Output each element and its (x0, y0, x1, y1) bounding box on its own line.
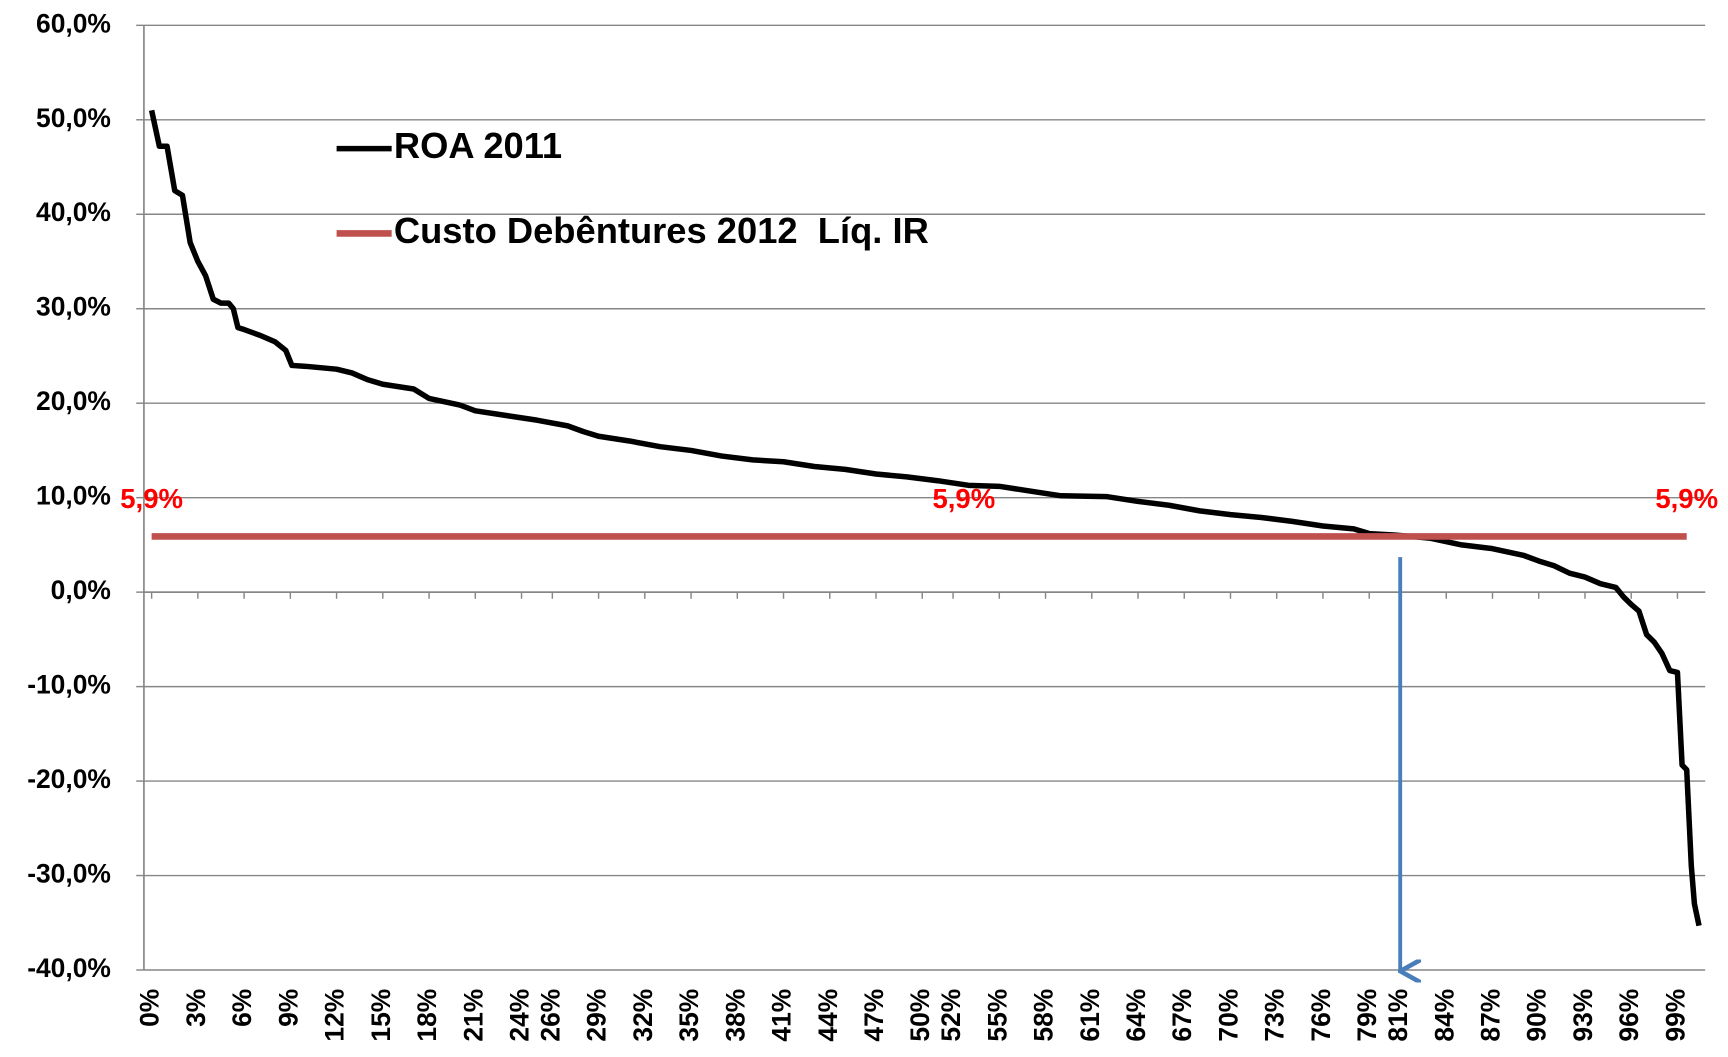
x-tick-label: 41% (767, 989, 797, 1042)
x-tick-label: 29% (582, 989, 612, 1042)
x-tick-label: 50% (905, 989, 935, 1042)
y-tick-label: -30,0% (27, 859, 111, 889)
x-tick-label: 67% (1167, 989, 1197, 1042)
x-tick-label: 61% (1075, 989, 1105, 1042)
x-tick-label: 3% (181, 989, 211, 1027)
x-tick-label: 9% (273, 989, 303, 1027)
x-tick-label: 79% (1352, 989, 1382, 1042)
y-tick-label: 60,0% (36, 8, 111, 38)
x-tick-label: 18% (412, 989, 442, 1042)
x-tick-label: 55% (982, 989, 1012, 1042)
y-tick-label: -40,0% (27, 953, 111, 983)
x-tick-label: 64% (1121, 989, 1151, 1042)
x-tick-label: 99% (1660, 989, 1690, 1042)
y-tick-label: -10,0% (27, 670, 111, 700)
x-tick-label: 70% (1213, 989, 1243, 1042)
x-tick-label: 87% (1475, 989, 1505, 1042)
x-tick-label: 93% (1568, 989, 1598, 1042)
x-tick-label: 0% (135, 989, 165, 1027)
x-tick-label: 96% (1614, 989, 1644, 1042)
data-label: 5,9% (1655, 483, 1718, 514)
data-label: 5,9% (932, 483, 995, 514)
y-tick-label: 10,0% (36, 481, 111, 511)
y-tick-label: 20,0% (36, 386, 111, 416)
x-tick-label: 15% (366, 989, 396, 1042)
x-tick-label: 21% (458, 989, 488, 1042)
y-tick-label: 0,0% (51, 575, 111, 605)
x-tick-label: 76% (1306, 989, 1336, 1042)
x-tick-label: 90% (1522, 989, 1552, 1042)
x-tick-label: 52% (936, 989, 966, 1042)
y-tick-label: 30,0% (36, 292, 111, 322)
data-label: 5,9% (120, 483, 183, 514)
line-series (148, 109, 1702, 927)
x-tick-label: 81% (1383, 989, 1413, 1042)
x-tick-label: 35% (674, 989, 704, 1042)
x-tick-label: 32% (628, 989, 658, 1042)
x-tick-label: 73% (1260, 989, 1290, 1042)
y-tick-label: -20,0% (27, 764, 111, 794)
x-tick-label: 12% (320, 989, 350, 1042)
x-tick-label: 26% (535, 989, 565, 1042)
legend-label: ROA 2011 (394, 125, 562, 166)
y-tick-label: 50,0% (36, 103, 111, 133)
x-tick-label: 47% (859, 989, 889, 1042)
x-tick-label: 84% (1429, 989, 1459, 1042)
x-tick-label: 24% (505, 989, 535, 1042)
x-tick-label: 38% (720, 989, 750, 1042)
y-tick-label: 40,0% (36, 197, 111, 227)
legend-label: Custo Debêntures 2012 Líq. IR (394, 210, 929, 251)
x-tick-label: 6% (227, 989, 257, 1027)
x-tick-label: 44% (813, 989, 843, 1042)
x-tick-label: 58% (1029, 989, 1059, 1042)
